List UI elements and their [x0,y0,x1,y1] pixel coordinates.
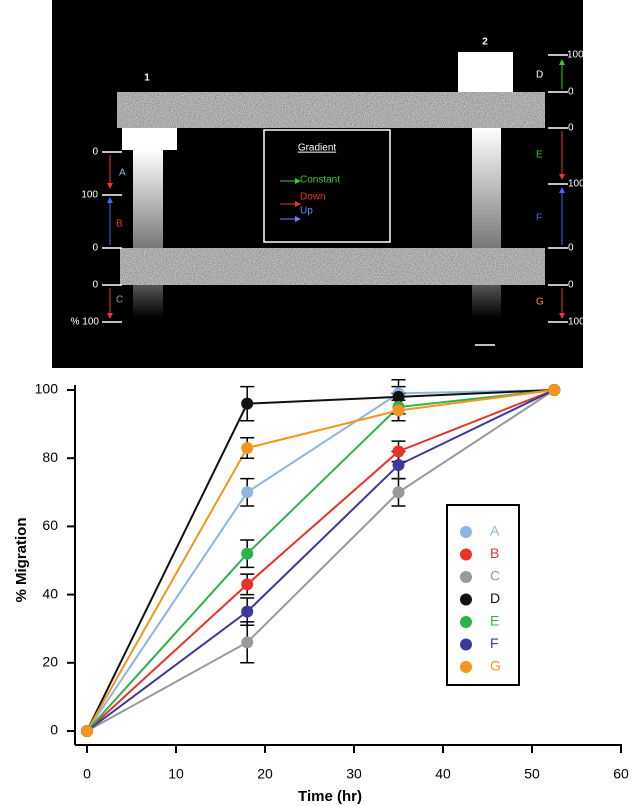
x-tick-label: 50 [524,766,540,782]
scale-label: 100 [568,179,585,190]
reservoir-2 [458,52,513,92]
scale-letter: F [536,213,542,224]
scale-label: 0 [568,280,574,291]
scale-label: 100 % [567,50,595,61]
x-tick-label: 0 [83,766,91,782]
y-axis-title: % Migration [13,518,30,603]
data-point [393,391,405,403]
channel-1 [133,150,163,248]
key-label: Up [300,206,313,217]
figure: 1 2 Gradient Constant Down Up 0 A 100 B … [0,0,635,806]
scale-letter: G [536,297,544,308]
legend-label: C [490,568,500,584]
reservoir-1 [122,128,177,150]
diagram: 1 2 Gradient Constant Down Up 0 A 100 B … [52,0,595,368]
data-point [241,606,253,618]
y-tick-label: 0 [50,722,58,738]
x-tick-label: 20 [257,766,273,782]
legend-marker [460,549,472,561]
legend-marker [460,594,472,606]
x-axis-title: Time (hr) [298,788,362,805]
data-point [548,384,560,396]
data-point [393,459,405,471]
y-tick-label: 80 [42,449,58,465]
data-point [241,548,253,560]
y-tick-label: 100 [35,381,59,397]
data-point [393,404,405,416]
device-label: 2 [482,37,488,48]
channel-1-lower [133,285,163,318]
scale-letter: E [536,150,543,161]
legend-label: E [490,613,499,629]
y-tick-label: 20 [42,654,58,670]
scale-label: 0 [568,87,574,98]
scale-label: 0 [92,280,98,291]
scale-label: 100 [81,190,98,201]
scale-label: % 100 [71,317,100,328]
x-tick-label: 10 [168,766,184,782]
scale-label: 0 [568,123,574,134]
data-point [241,442,253,454]
legend-label: F [490,635,499,651]
legend-marker [460,571,472,583]
channel-2-lower [472,285,501,318]
scale-label: 0 [92,147,98,158]
scale-label: 0 [92,243,98,254]
data-point [241,636,253,648]
channel-2 [472,128,501,248]
x-tick-label: 30 [346,766,362,782]
legend-marker [460,526,472,538]
legend-label: B [490,545,499,561]
data-point [241,486,253,498]
legend-marker [460,616,472,628]
top-plate-texture [117,92,545,128]
y-tick-label: 60 [42,517,58,533]
data-point [241,578,253,590]
bottom-plate-texture [120,248,545,285]
legend-label: G [490,658,501,674]
scale-label: 100 [568,317,585,328]
chart: Time (hr) % Migration 0 10 20 30 40 50 60 0 20 40… [13,380,629,805]
legend [447,505,519,685]
x-tick-label: 60 [613,766,629,782]
y-tick-label: 40 [42,585,58,601]
legend-marker [460,661,472,673]
scale-letter: A [119,168,126,179]
data-point [241,398,253,410]
data-point [393,486,405,498]
scale-letter: C [116,295,123,306]
device-label: 1 [144,73,150,84]
legend-label: A [490,523,500,539]
x-tick-label: 40 [435,766,451,782]
scale-label: 0 [568,243,574,254]
legend-marker [460,639,472,651]
key-title: Gradient [298,143,337,154]
data-point [81,725,93,737]
data-point [393,445,405,457]
scale-letter: B [116,219,123,230]
key-label: Constant [300,175,340,186]
key-label: Down [300,192,326,203]
legend-label: D [490,590,500,606]
scale-letter: D [536,70,543,81]
